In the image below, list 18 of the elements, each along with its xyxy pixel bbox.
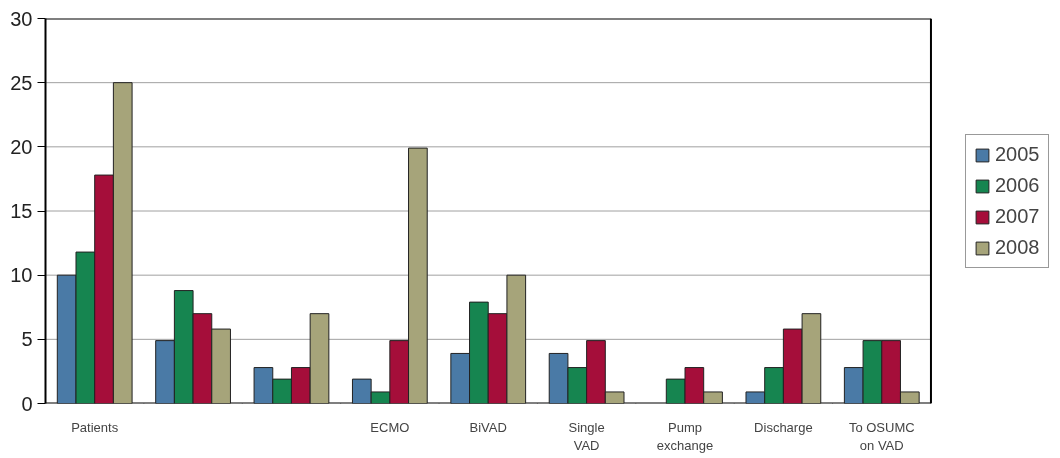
y-tick-label: 0 [21,392,33,415]
y-tick-label: 5 [21,328,33,351]
y-tick-label: 20 [10,135,33,158]
legend-label: 2006 [995,174,1040,197]
legend-label: 2008 [995,236,1040,259]
legend-label: 2007 [995,205,1040,228]
y-tick-label: 30 [10,7,33,30]
x-tick-label: Pump exchange [656,419,714,453]
y-tick-label: 10 [10,264,33,287]
x-tick-label: Discharge [754,419,813,435]
x-tick-label: ECMO [370,419,410,435]
y-tick-label: 15 [10,200,33,222]
legend-label: 2005 [995,143,1040,166]
x-tick-label: Single VAD [568,419,605,453]
y-tick-label: 25 [10,71,33,94]
x-tick-label: Patients [71,419,119,435]
x-tick-label: BiVAD [469,419,507,435]
x-tick-label: To OSUMC on VAD [848,419,915,453]
